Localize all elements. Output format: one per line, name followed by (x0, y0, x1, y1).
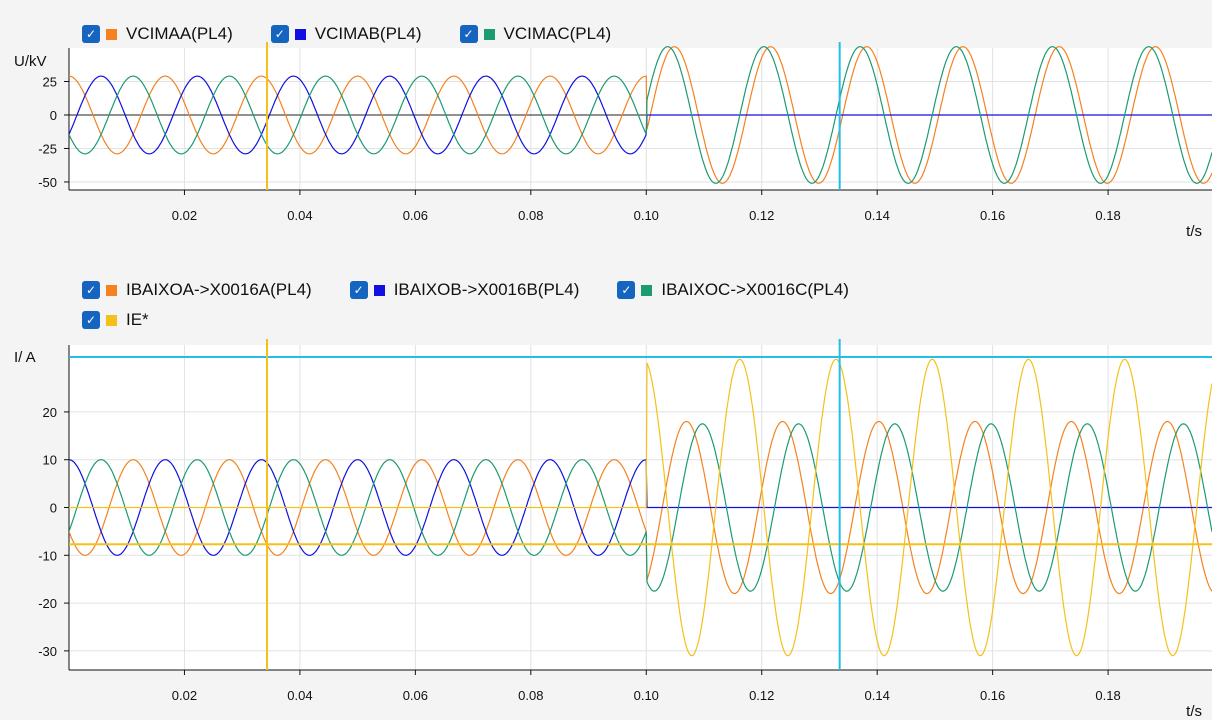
x-axis-label: t/s (1186, 703, 1202, 720)
x-tick-label: 0.02 (172, 208, 197, 223)
legend-label: IBAIXOA->X0016A(PL4) (126, 280, 312, 299)
y-tick-label: 0 (50, 501, 57, 516)
y-axis-label: U/kV (14, 53, 47, 70)
voltage-chart: 0.02 0.04 0.06 0.08 0.10 0.12 0.14 0.16 0.18 25 0 -… (14, 42, 1212, 240)
legend-label: IE* (126, 310, 149, 329)
series-line-1 (69, 459, 1212, 556)
x-tick-label: 0.14 (865, 208, 890, 223)
series-line-0 (69, 46, 1212, 184)
color-swatch (483, 28, 495, 40)
x-tick-label: 0.06 (403, 208, 428, 223)
checkbox-icon[interactable]: ✓ (82, 281, 100, 299)
series-line-2 (69, 46, 1212, 184)
checkbox-icon[interactable]: ✓ (82, 311, 100, 329)
legend-label: VCIMAB(PL4) (314, 24, 422, 43)
legend-item-vcimac[interactable]: ✓ VCIMAC(PL4) (459, 24, 612, 44)
y-tick-label: -10 (38, 548, 57, 563)
series-line-1 (69, 75, 1212, 155)
y-tick-label: 20 (43, 405, 57, 420)
checkbox-icon[interactable]: ✓ (349, 281, 368, 299)
x-tick-label: 0.18 (1095, 208, 1120, 223)
x-tick-label: 0.14 (865, 688, 890, 703)
color-swatch (106, 284, 117, 296)
legend-item-vcimab[interactable]: ✓ VCIMAB(PL4) (270, 24, 422, 44)
y-tick-label: -30 (38, 644, 57, 659)
series-line-3 (69, 358, 1212, 657)
x-tick-label: 0.18 (1095, 688, 1120, 703)
y-tick-label: 10 (43, 453, 57, 468)
legend-current-row2: ✓ IE* (82, 310, 187, 330)
x-axis-label: t/s (1186, 223, 1202, 240)
legend-voltage: ✓ VCIMAA(PL4) ✓ VCIMAB(PL4) ✓ VCIMAC(PL4… (82, 24, 649, 44)
legend-item-ibaixoa[interactable]: ✓ IBAIXOA->X0016A(PL4) (82, 280, 312, 300)
legend-item-vcimaa[interactable]: ✓ VCIMAA(PL4) (82, 24, 233, 44)
legend-current-row1: ✓ IBAIXOA->X0016A(PL4) ✓ IBAIXOB->X0016B… (82, 280, 887, 300)
x-tick-label: 0.12 (749, 688, 774, 703)
x-tick-label: 0.04 (287, 688, 312, 703)
x-tick-label: 0.16 (980, 688, 1005, 703)
x-tick-label: 0.10 (634, 688, 659, 703)
x-tick-label: 0.12 (749, 208, 774, 223)
y-tick-label: -25 (38, 141, 57, 156)
x-tick-label: 0.02 (172, 688, 197, 703)
y-tick-label: 0 (50, 108, 57, 123)
y-tick-label: 25 (43, 74, 57, 89)
color-swatch (106, 314, 117, 326)
color-swatch (106, 28, 117, 40)
legend-label: VCIMAA(PL4) (126, 24, 233, 43)
legend-item-ibaixoc[interactable]: ✓ IBAIXOC->X0016C(PL4) (617, 280, 849, 300)
legend-item-ie[interactable]: ✓ IE* (82, 310, 149, 330)
legend-item-ibaixob[interactable]: ✓ IBAIXOB->X0016B(PL4) (349, 280, 580, 300)
color-swatch (641, 284, 653, 296)
x-tick-label: 0.16 (980, 208, 1005, 223)
checkbox-icon[interactable]: ✓ (459, 25, 478, 43)
y-tick-label: -20 (38, 596, 57, 611)
plot-area (69, 48, 1212, 190)
color-swatch (373, 284, 385, 296)
checkbox-icon[interactable]: ✓ (270, 25, 289, 43)
x-tick-label: 0.04 (287, 208, 312, 223)
current-chart: 0.02 0.04 0.06 0.08 0.10 0.12 0.14 0.16 0.18 20 10… (14, 339, 1212, 720)
checkbox-icon[interactable]: ✓ (82, 25, 100, 43)
x-tick-label: 0.06 (403, 688, 428, 703)
legend-label: IBAIXOC->X0016C(PL4) (661, 280, 849, 299)
x-tick-label: 0.08 (518, 208, 543, 223)
color-swatch (294, 28, 306, 40)
legend-label: VCIMAC(PL4) (503, 24, 612, 43)
series-line-0 (69, 420, 1212, 595)
legend-label: IBAIXOB->X0016B(PL4) (393, 280, 580, 299)
y-tick-label: -50 (38, 175, 57, 190)
x-tick-label: 0.08 (518, 688, 543, 703)
checkbox-icon[interactable]: ✓ (617, 281, 636, 299)
x-tick-label: 0.10 (634, 208, 659, 223)
y-axis-label: I/ A (14, 349, 36, 366)
